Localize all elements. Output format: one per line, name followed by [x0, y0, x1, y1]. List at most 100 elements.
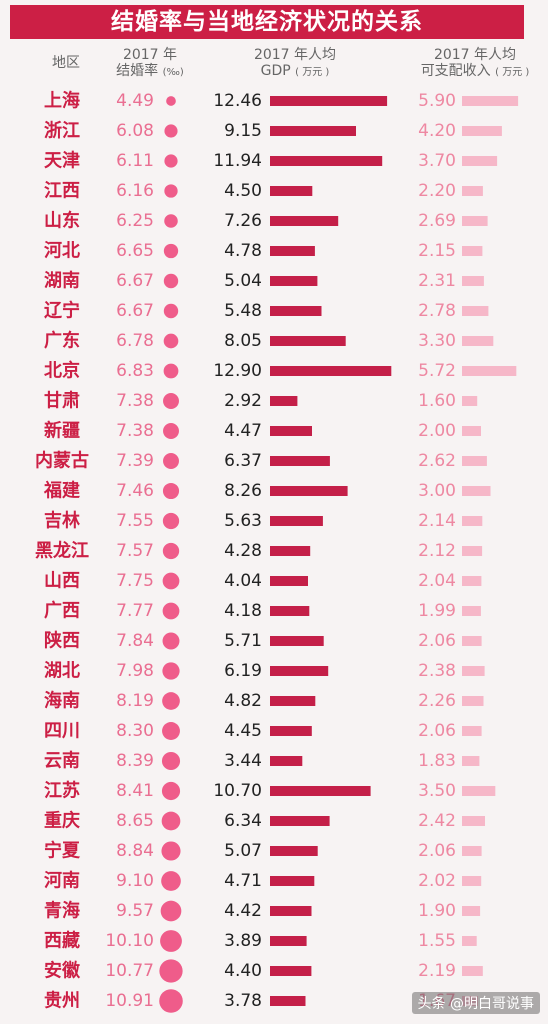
- marriage-rate-dot: [164, 124, 178, 138]
- gdp-value: 6.19: [224, 661, 262, 681]
- marriage-rate-value: 7.98: [116, 661, 154, 681]
- income-bar: [462, 456, 487, 466]
- region-label: 吉林: [44, 510, 80, 532]
- marriage-rate-dot: [164, 214, 178, 228]
- marriage-rate-dot: [164, 154, 178, 168]
- income-bar: [462, 996, 478, 1006]
- gdp-bar: [270, 966, 312, 976]
- marriage-rate-dot: [163, 303, 179, 319]
- region-label: 山西: [44, 571, 80, 592]
- gdp-value: 5.07: [224, 841, 262, 861]
- gdp-value: 5.48: [224, 301, 262, 321]
- region-label: 云南: [44, 750, 80, 772]
- gdp-value: 4.78: [224, 241, 262, 261]
- marriage-rate-dot: [162, 572, 180, 590]
- marriage-rate-value: 6.78: [116, 331, 154, 351]
- region-label: 贵州: [44, 991, 80, 1012]
- gdp-bar: [270, 456, 330, 466]
- gdp-bar: [270, 426, 312, 436]
- header-marriage-line2: 结婚率 (‰): [100, 63, 200, 81]
- income-value: 3.70: [418, 151, 456, 171]
- marriage-rate-dot: [162, 722, 180, 740]
- marriage-rate-dot: [163, 243, 179, 259]
- region-label: 浙江: [44, 120, 80, 142]
- header-income-line2: 可支配收入 ( 万元 ): [405, 63, 545, 81]
- gdp-bar: [270, 786, 371, 796]
- region-label: 江苏: [44, 780, 80, 802]
- gdp-bar: [270, 396, 298, 406]
- gdp-bar: [270, 636, 324, 646]
- marriage-rate-value: 8.39: [116, 751, 154, 771]
- gdp-bar: [270, 276, 318, 286]
- header-marriage-label: 结婚率: [116, 63, 159, 79]
- gdp-value: 8.05: [224, 331, 262, 351]
- chart-title: 结婚率与当地经济状况的关系: [10, 5, 524, 39]
- gdp-bar: [270, 606, 310, 616]
- income-value: 2.42: [418, 811, 456, 831]
- marriage-rate-dot: [162, 602, 180, 620]
- header-marriage-line1: 2017 年: [122, 47, 178, 63]
- region-label: 内蒙古: [35, 450, 89, 472]
- header-marriage-unit: (‰): [162, 67, 184, 78]
- income-bar: [462, 726, 482, 736]
- income-value: 3.00: [418, 481, 456, 501]
- marriage-rate-value: 6.16: [116, 181, 154, 201]
- marriage-rate-value: 8.19: [116, 691, 154, 711]
- region-label: 海南: [44, 690, 80, 712]
- region-label: 青海: [44, 900, 80, 922]
- marriage-rate-value: 6.67: [116, 301, 154, 321]
- marriage-rate-value: 6.11: [116, 151, 154, 171]
- gdp-value: 4.04: [224, 571, 262, 591]
- income-value: 5.90: [418, 91, 456, 111]
- income-bar: [462, 906, 481, 916]
- marriage-rate-dot: [162, 692, 180, 710]
- gdp-value: 3.78: [224, 991, 262, 1011]
- gdp-value: 4.71: [224, 871, 262, 891]
- region-label: 福建: [43, 480, 80, 502]
- marriage-rate-dot: [161, 751, 181, 771]
- income-value: 2.06: [418, 841, 456, 861]
- region-label: 河南: [44, 870, 80, 892]
- gdp-value: 12.46: [213, 91, 262, 111]
- marriage-rate-value: 6.65: [116, 241, 154, 261]
- income-bar: [462, 216, 488, 226]
- gdp-value: 2.92: [224, 391, 262, 411]
- region-label: 安徽: [44, 960, 81, 982]
- region-label: 辽宁: [44, 300, 80, 322]
- gdp-value: 4.42: [224, 901, 262, 921]
- marriage-rate-dot: [161, 811, 181, 831]
- income-bar: [462, 696, 484, 706]
- marriage-rate-dot: [162, 512, 180, 530]
- income-bar: [462, 636, 482, 646]
- gdp-value: 3.89: [224, 931, 262, 951]
- marriage-rate-value: 7.77: [116, 601, 154, 621]
- income-bar: [462, 186, 483, 196]
- marriage-rate-dot: [162, 482, 180, 500]
- marriage-rate-dot: [163, 393, 179, 409]
- gdp-value: 9.15: [224, 121, 262, 141]
- marriage-rate-value: 7.38: [116, 391, 154, 411]
- marriage-rate-dot: [164, 184, 178, 198]
- income-bar: [462, 156, 498, 166]
- gdp-bar: [270, 156, 383, 166]
- income-value: 1.83: [418, 751, 456, 771]
- gdp-bar: [270, 846, 318, 856]
- gdp-bar: [270, 186, 313, 196]
- marriage-rate-dot: [159, 989, 183, 1013]
- income-value: 2.02: [418, 871, 456, 891]
- income-value: 2.26: [418, 691, 456, 711]
- marriage-rate-dot: [163, 423, 179, 439]
- income-bar: [462, 546, 483, 556]
- region-label: 四川: [44, 721, 80, 742]
- income-bar: [462, 96, 519, 106]
- marriage-rate-dot: [159, 959, 183, 983]
- gdp-bar: [270, 486, 348, 496]
- header-region: 地区: [38, 55, 94, 71]
- header-gdp-unit: ( 万元 ): [295, 67, 330, 78]
- marriage-rate-dot: [163, 363, 179, 379]
- gdp-bar: [270, 876, 315, 886]
- income-bar: [462, 306, 489, 316]
- income-value: 2.14: [418, 511, 456, 531]
- header-gdp-label: GDP: [260, 63, 291, 79]
